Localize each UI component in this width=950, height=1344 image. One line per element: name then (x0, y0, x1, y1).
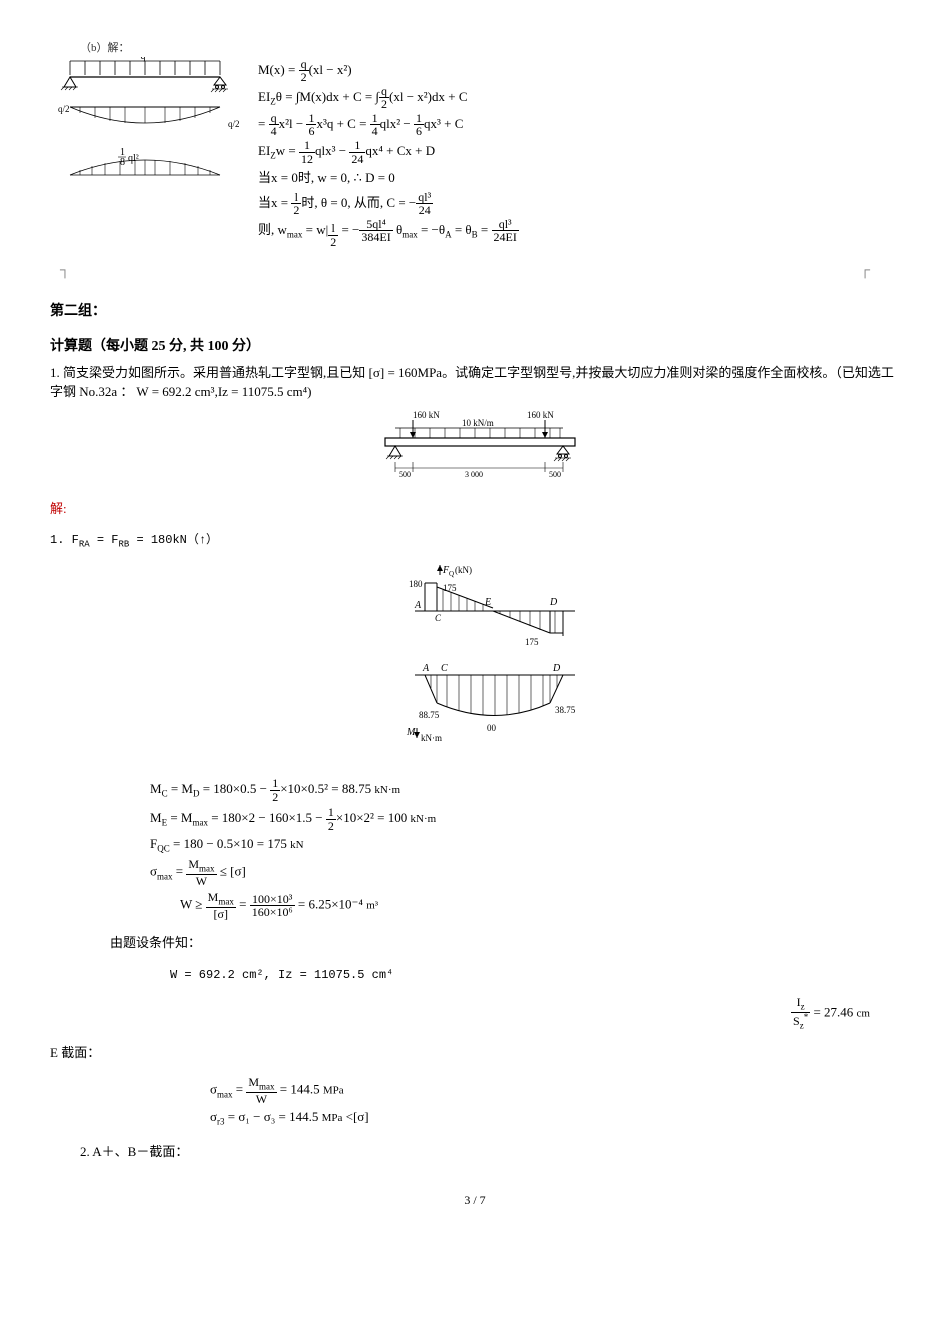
svg-text:160 kN: 160 kN (527, 410, 554, 420)
eq-sigma-e: σmax = MmaxW = 144.5 MPa (210, 1076, 900, 1105)
svg-text:C: C (441, 663, 448, 674)
eq-sigma: σmax = MmaxW ≤ [σ] (150, 858, 900, 887)
top-row: q q/2 q/2 1 8 ql² (50, 57, 900, 250)
sol-label: （b）解： (80, 40, 900, 57)
svg-text:500: 500 (549, 470, 561, 479)
cond-text: 由题设条件知： (110, 933, 900, 953)
svg-text:A: A (414, 600, 422, 611)
svg-text:10 kN/m: 10 kN/m (462, 418, 494, 428)
beam-diagram-b: q q/2 q/2 1 8 ql² (50, 57, 240, 233)
problem1: 1. 简支梁受力如图所示。采用普通热轧工字型钢,且已知 [σ] = 160MPa… (50, 363, 900, 402)
eq-W: W ≥ Mmax[σ] = 100×10³160×10⁶ = 6.25×10⁻⁴… (180, 891, 900, 920)
section2-subtitle: 计算题（每小题 25 分, 共 100 分） (50, 336, 900, 357)
svg-text:500: 500 (399, 470, 411, 479)
solution-label: 解: (50, 499, 900, 519)
svg-text:C: C (435, 613, 442, 623)
wiz-text: W = 692.2 cm², Iz = 11075.5 cm⁴ (170, 966, 900, 984)
iz-ratio: IzSz* = 27.46 cm (50, 996, 870, 1031)
shear-moment-diagram: FQ(kN) 180 175 A C E D 175 A C D (50, 563, 900, 769)
eq-me: ME = Mmax = 180×2 − 160×1.5 − 12×10×2² =… (150, 806, 900, 832)
svg-text:q/2: q/2 (58, 104, 70, 114)
beam-load-diagram: 160 kN 10 kN/m 160 kN 500 3 000 500 (50, 410, 900, 486)
svg-text:Q: Q (449, 570, 454, 578)
ab-section: 2. A＋、B－截面： (80, 1142, 900, 1162)
e-section: E 截面： (50, 1043, 900, 1063)
svg-text:3 000: 3 000 (465, 470, 483, 479)
svg-text:(kN): (kN) (455, 565, 472, 575)
svg-text:E: E (484, 597, 491, 608)
svg-text:q/2: q/2 (228, 119, 240, 129)
svg-text:A: A (422, 663, 430, 674)
svg-text:175: 175 (525, 637, 539, 647)
page-number: 3 / 7 (50, 1191, 900, 1209)
svg-text:180: 180 (409, 579, 423, 589)
svg-text:38.75: 38.75 (555, 705, 576, 715)
eq-mc: MC = MD = 180×0.5 − 12×10×0.5² = 88.75 k… (150, 777, 900, 803)
svg-text:88.75: 88.75 (419, 710, 440, 720)
svg-text:8: 8 (120, 157, 125, 168)
svg-text:D: D (552, 663, 561, 674)
svg-text:ql²: ql² (128, 153, 139, 164)
svg-text:q: q (141, 57, 146, 62)
corner-marks: ┐┌ (60, 260, 870, 281)
eq-fqc: FQC = 180 − 0.5×10 = 175 kN (150, 835, 900, 855)
svg-text:00: 00 (487, 723, 497, 733)
svg-text:kN·m: kN·m (421, 733, 442, 743)
reaction-line: 1. FRA = FRB = 180kN（↑） (50, 531, 900, 552)
svg-text:D: D (549, 597, 558, 608)
eq-sigmar3: σr3 = σ₁ − σ₃ = 144.5 MPa <[σ] (210, 1108, 900, 1128)
section2-title: 第二组： (50, 301, 900, 322)
top-formulas: M(x) = q2(xl − x²) EIZθ = ∫M(x)dx + C = … (258, 57, 519, 250)
svg-text:160 kN: 160 kN (413, 410, 440, 420)
